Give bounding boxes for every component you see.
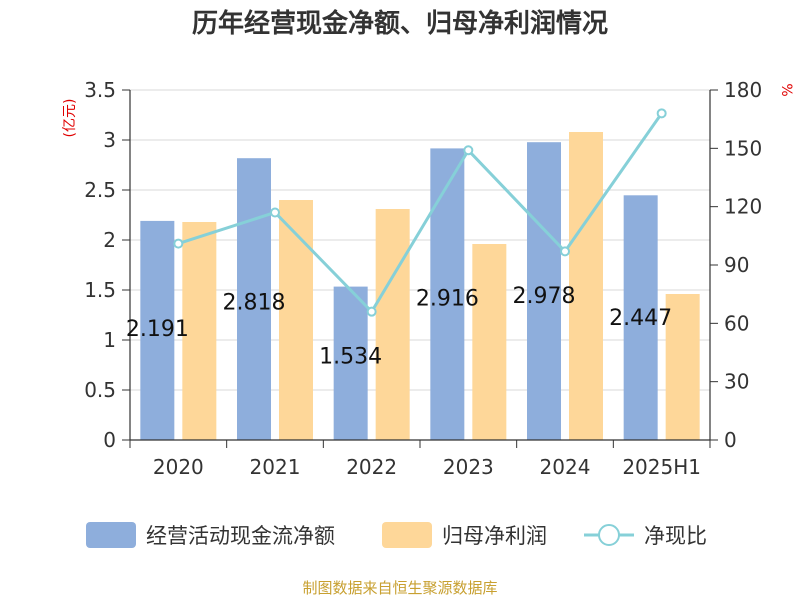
chart-title: 历年经营现金净额、归母净利润情况 — [192, 8, 608, 39]
bar-operating-cash-flow — [140, 220, 175, 440]
bar-operating-cash-flow — [237, 158, 271, 440]
y-left-tick-label: 2 — [103, 228, 116, 252]
data-label-cash-flow: 2.978 — [513, 284, 576, 309]
bar-operating-cash-flow — [333, 286, 368, 440]
y-right-tick-label: 0 — [724, 428, 737, 452]
y-left-tick-label: 0.5 — [84, 378, 116, 402]
axes: 0 0.5 1 1.5 2 2.5 3 3.5 0 30 60 90 120 150 180 (亿元)% 202… — [62, 78, 794, 479]
y-left-unit: (亿元) — [62, 99, 78, 138]
y-right-tick-label: 60 — [724, 311, 749, 335]
x-tick-label: 2023 — [443, 455, 494, 479]
y-right-tick-label: 120 — [724, 195, 762, 219]
x-tick-label: 2024 — [540, 455, 591, 479]
x-tick-label: 2025H1 — [622, 455, 701, 479]
legend: 经营活动现金流净额 归母净利润 净现比 — [86, 522, 707, 548]
bar-operating-cash-flow — [527, 142, 561, 440]
ratio-point — [560, 246, 570, 257]
data-label-cash-flow: 2.818 — [223, 291, 286, 316]
ratio-point — [463, 145, 474, 156]
bar-operating-cash-flow — [430, 148, 465, 440]
bar-net-profit — [375, 209, 410, 440]
ratio-point — [270, 207, 280, 218]
bar-net-profit — [569, 132, 603, 440]
ratio-point — [656, 108, 667, 119]
y-left-tick-label: 3 — [103, 128, 116, 152]
bar-net-profit — [472, 244, 507, 440]
y-left-tick-label: 0 — [103, 428, 116, 452]
legend-swatch-net-profit — [382, 522, 432, 548]
source-note: 制图数据来自恒生聚源数据库 — [302, 579, 497, 597]
y-left-tick-label: 3.5 — [84, 78, 116, 102]
bar-net-profit — [665, 294, 700, 440]
y-right-tick-label: 30 — [724, 370, 749, 394]
legend-label-ratio: 净现比 — [644, 524, 707, 548]
y-left-tick-label: 1.5 — [84, 278, 116, 302]
x-tick-label: 2020 — [153, 455, 204, 479]
y-right-tick-label: 90 — [724, 253, 749, 277]
x-tick-label: 2021 — [250, 455, 301, 479]
legend-label-net-profit: 归母净利润 — [442, 524, 547, 548]
legend-swatch-ratio-marker — [598, 524, 620, 546]
ratio-point — [366, 306, 377, 317]
gridlines — [130, 89, 710, 441]
data-label-cash-flow: 2.916 — [416, 287, 479, 312]
data-label-cash-flow: 1.534 — [319, 345, 382, 370]
y-right-tick-label: 150 — [724, 136, 762, 160]
bar-net-profit — [279, 200, 313, 440]
y-right-tick-label: 180 — [724, 78, 762, 102]
x-tick-label: 2022 — [346, 455, 397, 479]
legend-swatch-cash-flow — [86, 522, 136, 548]
data-label-cash-flow: 2.191 — [126, 317, 189, 342]
ratio-line-path — [177, 112, 663, 315]
legend-label-cash-flow: 经营活动现金流净额 — [146, 524, 335, 548]
data-labels: 2.191 2.818 1.534 2.916 2.978 2.447 — [126, 284, 672, 370]
ratio-line — [173, 108, 667, 317]
bar-net-profit — [182, 222, 217, 440]
y-left-tick-label: 2.5 — [84, 178, 116, 202]
y-right-unit: % — [778, 83, 794, 96]
data-label-cash-flow: 2.447 — [609, 306, 672, 331]
y-left-tick-label: 1 — [103, 328, 116, 352]
bar-operating-cash-flow — [623, 195, 658, 440]
ratio-point — [173, 238, 184, 249]
bars — [140, 132, 700, 440]
